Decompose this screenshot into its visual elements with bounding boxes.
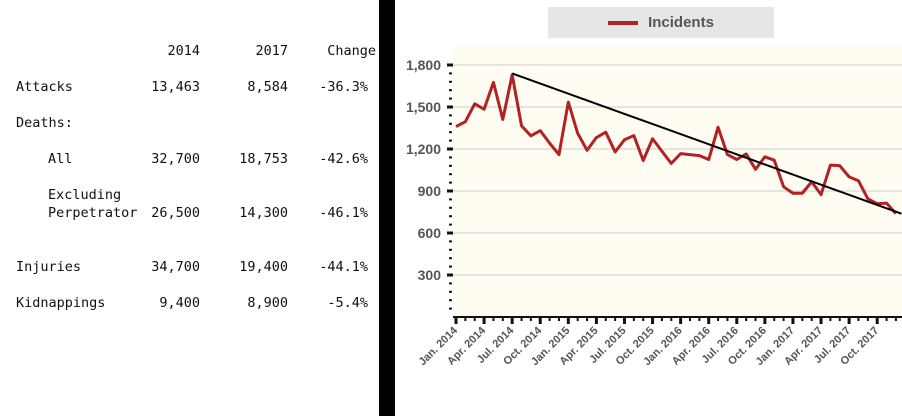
statistics-table: 2014 2017 Change Attacks 13,463 8,584 -3… (0, 0, 379, 416)
attacks-change: -36.3% (319, 79, 368, 95)
y-tick-label: 1,200 (406, 141, 441, 157)
injuries-2017: 19,400 (239, 259, 288, 275)
row-label-excluding: Excluding (48, 187, 122, 203)
row-label-kidnappings: Kidnappings (16, 295, 106, 311)
row-label-attacks: Attacks (16, 79, 73, 95)
y-tick-label: 300 (418, 267, 442, 283)
attacks-2014: 13,463 (151, 79, 200, 95)
header-2014: 2014 (167, 43, 200, 59)
kidnappings-2017: 8,900 (247, 295, 288, 311)
y-tick-label: 900 (418, 183, 442, 199)
chart-legend: Incidents (548, 7, 774, 38)
injuries-2014: 34,700 (151, 259, 200, 275)
y-tick-label: 1,500 (406, 99, 441, 115)
excluding-2017: 14,300 (239, 205, 288, 221)
divider-bar (379, 0, 395, 416)
row-label-perpetrator: Perpetrator (48, 205, 138, 221)
trend-line (511, 72, 902, 215)
y-tick-label: 600 (418, 225, 442, 241)
all-2017: 18,753 (239, 151, 288, 167)
excluding-2014: 26,500 (151, 205, 200, 221)
header-change: Change (327, 43, 376, 59)
row-label-deaths: Deaths: (16, 115, 73, 131)
row-label-injuries: Injuries (16, 259, 82, 275)
legend-swatch-incidents (608, 20, 639, 25)
all-2014: 32,700 (151, 151, 200, 167)
kidnappings-change: -5.4% (327, 295, 368, 311)
legend-label-incidents: Incidents (648, 14, 714, 31)
incidents-series-line (455, 73, 898, 215)
all-change: -42.6% (319, 151, 368, 167)
row-label-all: All (48, 151, 73, 167)
y-tick-label: 1,800 (406, 57, 441, 73)
header-2017: 2017 (255, 43, 288, 59)
plot-background (453, 45, 902, 317)
excluding-change: -46.1% (319, 205, 368, 221)
kidnappings-2014: 9,400 (159, 295, 200, 311)
attacks-2017: 8,584 (247, 79, 288, 95)
injuries-change: -44.1% (319, 259, 368, 275)
